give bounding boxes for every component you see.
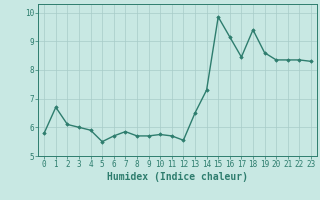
X-axis label: Humidex (Indice chaleur): Humidex (Indice chaleur) <box>107 172 248 182</box>
